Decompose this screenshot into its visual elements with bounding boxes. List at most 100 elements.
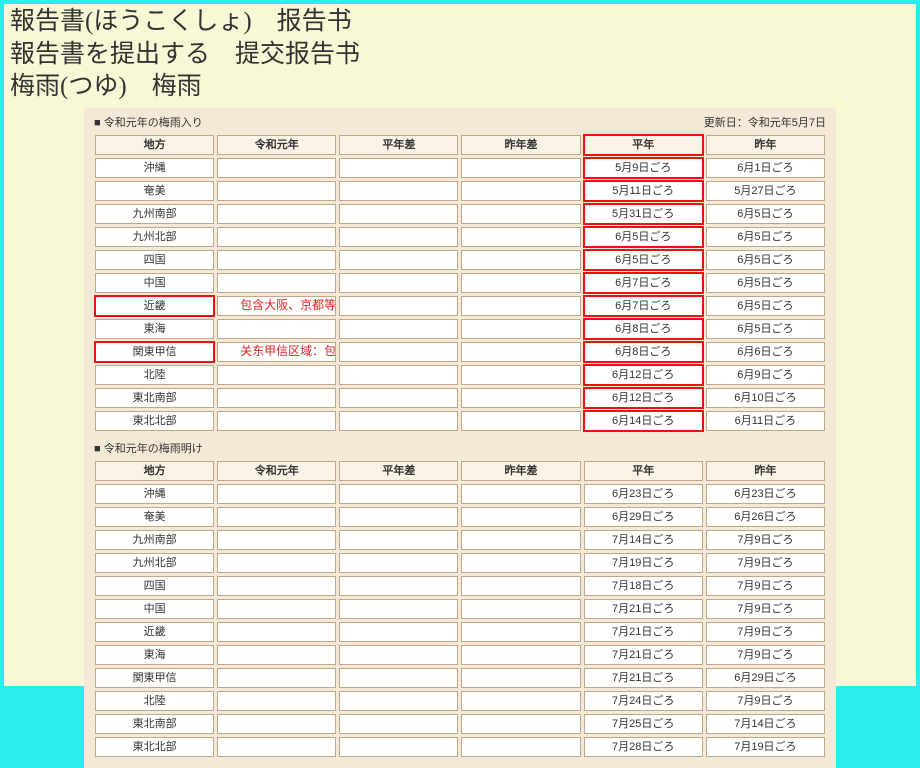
data-cell: 7月24日ごろ [584,691,703,711]
data-cell: 7月28日ごろ [584,737,703,757]
table-row: 東北南部6月12日ごろ6月10日ごろ [95,388,825,408]
data-cell [339,388,458,408]
region-cell: 東北南部 [95,714,214,734]
data-cell [217,250,336,270]
data-cell: 7月21日ごろ [584,599,703,619]
table1-update: 更新日：令和元年5月7日 [704,114,826,130]
table-row: 東海6月8日ごろ6月5日ごろ [95,319,825,339]
col-header: 昨年差 [461,461,580,481]
col-header: 令和元年 [217,135,336,155]
data-cell [461,181,580,201]
data-cell: 6月1日ごろ [706,158,825,178]
data-cell: 6月7日ごろ [584,273,703,293]
table-row: 近畿包含大阪、京都等城市6月7日ごろ6月5日ごろ [95,296,825,316]
data-cell [461,365,580,385]
annotation: 关东甲信区域：包括东京 [240,344,336,358]
data-cell: 6月5日ごろ [706,204,825,224]
table-row: 四国7月18日ごろ7月9日ごろ [95,576,825,596]
data-cell [217,507,336,527]
table-row: 奄美6月29日ごろ6月26日ごろ [95,507,825,527]
data-cell: 6月14日ごろ [584,411,703,431]
data-cell [217,714,336,734]
data-cell [339,622,458,642]
table1-title: 令和元年の梅雨入り [94,114,203,130]
data-cell [339,273,458,293]
region-cell: 東海 [95,645,214,665]
table-row: 沖縄5月9日ごろ6月1日ごろ [95,158,825,178]
data-cell [339,553,458,573]
data-cell [217,691,336,711]
data-cell [461,250,580,270]
data-cell [461,342,580,362]
region-cell: 北陸 [95,691,214,711]
col-header: 昨年 [706,461,825,481]
data-cell: 6月5日ごろ [706,250,825,270]
region-cell: 関東甲信 [95,668,214,688]
data-cell [339,576,458,596]
data-cell: 7月21日ごろ [584,668,703,688]
data-cell [339,507,458,527]
data-cell: 7月9日ごろ [706,599,825,619]
data-cell: 7月9日ごろ [706,530,825,550]
col-header: 令和元年 [217,461,336,481]
data-cell [217,645,336,665]
data-cell: 5月27日ごろ [706,181,825,201]
region-cell: 九州南部 [95,530,214,550]
data-cell [461,737,580,757]
region-cell: 中国 [95,273,214,293]
region-cell: 東北南部 [95,388,214,408]
data-cell [217,227,336,247]
data-cell [339,599,458,619]
table-row: 東北北部6月14日ごろ6月11日ごろ [95,411,825,431]
tables-container: 令和元年の梅雨入り 更新日：令和元年5月7日 地方令和元年平年差昨年差平年昨年沖… [84,108,836,768]
col-header: 平年 [584,135,703,155]
data-cell: 6月10日ごろ [706,388,825,408]
data-cell: 6月29日ごろ [584,507,703,527]
data-cell [217,365,336,385]
annotation: 包含大阪、京都等城市 [240,298,336,312]
data-cell [217,181,336,201]
data-cell: 6月12日ごろ [584,365,703,385]
rainy-start-table: 地方令和元年平年差昨年差平年昨年沖縄5月9日ごろ6月1日ごろ奄美5月11日ごろ5… [92,132,828,434]
data-cell [461,411,580,431]
vocab-line: 報告書を提出する 提交报告书 [10,39,910,72]
data-cell: 包含大阪、京都等城市 [217,296,336,316]
table-row: 関東甲信 7月21日ごろ6月29日ごろ [95,668,825,688]
data-cell [217,622,336,642]
data-cell [339,645,458,665]
data-cell [461,319,580,339]
data-cell [339,737,458,757]
region-cell: 東海 [95,319,214,339]
col-header: 平年差 [339,135,458,155]
vocab-line: 梅雨(つゆ) 梅雨 [10,71,910,104]
data-cell [339,227,458,247]
data-cell: 7月25日ごろ [584,714,703,734]
data-cell [461,645,580,665]
data-cell [217,484,336,504]
data-cell [461,576,580,596]
data-cell [339,158,458,178]
table-row: 九州南部7月14日ごろ7月9日ごろ [95,530,825,550]
data-cell [339,411,458,431]
data-cell: 6月23日ごろ [706,484,825,504]
region-cell: 北陸 [95,365,214,385]
data-cell [339,296,458,316]
data-cell [339,365,458,385]
data-cell: 6月29日ごろ [706,668,825,688]
region-cell: 東北北部 [95,737,214,757]
vocab-line: 報告書(ほうこくしょ) 报告书 [10,6,910,39]
col-header: 平年 [584,461,703,481]
table-row: 四国6月5日ごろ6月5日ごろ [95,250,825,270]
data-cell [217,553,336,573]
data-cell: 5月31日ごろ [584,204,703,224]
data-cell [217,319,336,339]
data-cell [461,227,580,247]
data-cell [339,668,458,688]
data-cell [217,204,336,224]
table-row: 東北北部7月28日ごろ7月19日ごろ [95,737,825,757]
data-cell: 6月6日ごろ [706,342,825,362]
data-cell: 6月9日ごろ [706,365,825,385]
data-cell: 6月26日ごろ [706,507,825,527]
data-cell [217,388,336,408]
data-cell [339,342,458,362]
